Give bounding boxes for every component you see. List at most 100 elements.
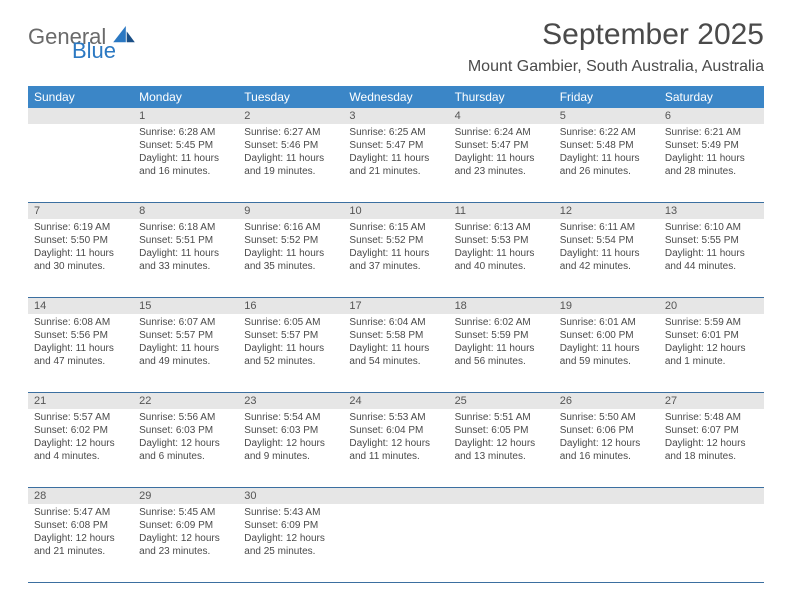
sunset-text: Sunset: 5:47 PM — [349, 139, 442, 152]
sunrise-text: Sunrise: 5:43 AM — [244, 506, 337, 519]
day-number: 1 — [133, 108, 238, 124]
sunrise-text: Sunrise: 6:25 AM — [349, 126, 442, 139]
day-cell: Sunrise: 6:19 AMSunset: 5:50 PMDaylight:… — [28, 219, 133, 297]
daylight2-text: and 47 minutes. — [34, 355, 127, 368]
daylight2-text: and 59 minutes. — [560, 355, 653, 368]
day-number: 24 — [343, 393, 448, 409]
day-number: 5 — [554, 108, 659, 124]
week-row: Sunrise: 6:08 AMSunset: 5:56 PMDaylight:… — [28, 314, 764, 393]
daylight1-text: Daylight: 11 hours — [349, 247, 442, 260]
sunrise-text: Sunrise: 6:15 AM — [349, 221, 442, 234]
day-number: 8 — [133, 203, 238, 219]
daylight2-text: and 28 minutes. — [665, 165, 758, 178]
daylight2-text: and 49 minutes. — [139, 355, 232, 368]
sunrise-text: Sunrise: 5:57 AM — [34, 411, 127, 424]
daylight2-text: and 13 minutes. — [455, 450, 548, 463]
daynum-row: 123456 — [28, 108, 764, 124]
sunset-text: Sunset: 6:01 PM — [665, 329, 758, 342]
sunrise-text: Sunrise: 6:18 AM — [139, 221, 232, 234]
day-cell: Sunrise: 6:11 AMSunset: 5:54 PMDaylight:… — [554, 219, 659, 297]
daylight1-text: Daylight: 12 hours — [244, 437, 337, 450]
day-cell: Sunrise: 6:27 AMSunset: 5:46 PMDaylight:… — [238, 124, 343, 202]
daylight1-text: Daylight: 11 hours — [455, 152, 548, 165]
day-number: 9 — [238, 203, 343, 219]
daylight2-text: and 54 minutes. — [349, 355, 442, 368]
sunrise-text: Sunrise: 6:28 AM — [139, 126, 232, 139]
day-cell — [28, 124, 133, 202]
daylight1-text: Daylight: 11 hours — [455, 247, 548, 260]
daylight1-text: Daylight: 11 hours — [34, 247, 127, 260]
day-number: 10 — [343, 203, 448, 219]
sunset-text: Sunset: 5:49 PM — [665, 139, 758, 152]
day-number: 21 — [28, 393, 133, 409]
sunset-text: Sunset: 6:05 PM — [455, 424, 548, 437]
daylight2-text: and 23 minutes. — [455, 165, 548, 178]
day-cell: Sunrise: 6:10 AMSunset: 5:55 PMDaylight:… — [659, 219, 764, 297]
daylight1-text: Daylight: 12 hours — [560, 437, 653, 450]
day-number: 7 — [28, 203, 133, 219]
sunrise-text: Sunrise: 6:16 AM — [244, 221, 337, 234]
daylight1-text: Daylight: 12 hours — [139, 437, 232, 450]
daynum-row: 14151617181920 — [28, 298, 764, 314]
sunset-text: Sunset: 5:52 PM — [244, 234, 337, 247]
page: General Blue September 2025 Mount Gambie… — [0, 0, 792, 593]
week-row: Sunrise: 6:28 AMSunset: 5:45 PM Daylight:… — [28, 124, 764, 203]
weekday-label: Thursday — [449, 86, 554, 108]
daylight1-text: Daylight: 11 hours — [560, 342, 653, 355]
daylight2-text: and 21 minutes. — [349, 165, 442, 178]
sunset-text: Sunset: 5:57 PM — [139, 329, 232, 342]
weekday-label: Wednesday — [343, 86, 448, 108]
day-number: 13 — [659, 203, 764, 219]
day-cell: Sunrise: 6:04 AMSunset: 5:58 PMDaylight:… — [343, 314, 448, 392]
daylight1-text: Daylight: 11 hours — [665, 247, 758, 260]
sunrise-text: Sunrise: 6:11 AM — [560, 221, 653, 234]
daylight2-text: and 40 minutes. — [455, 260, 548, 273]
weeks-container: 123456 Sunrise: 6:28 AMSunset: 5:45 PM Day… — [28, 108, 764, 583]
daylight1-text: Daylight: 11 hours — [244, 152, 337, 165]
daylight2-text: and 16 minutes. — [560, 450, 653, 463]
day-cell: Sunrise: 5:59 AMSunset: 6:01 PMDaylight:… — [659, 314, 764, 392]
sunrise-text: Sunrise: 5:51 AM — [455, 411, 548, 424]
day-cell: Sunrise: 5:45 AMSunset: 6:09 PMDaylight:… — [133, 504, 238, 582]
day-number — [449, 488, 554, 504]
sunset-text: Sunset: 6:09 PM — [244, 519, 337, 532]
day-cell: Sunrise: 5:56 AMSunset: 6:03 PMDaylight:… — [133, 409, 238, 487]
daylight1-text: Daylight: 11 hours — [560, 247, 653, 260]
sunset-text: Sunset: 5:45 PM — [139, 139, 232, 152]
day-cell: Sunrise: 6:15 AMSunset: 5:52 PMDaylight:… — [343, 219, 448, 297]
sunset-text: Sunset: 5:54 PM — [560, 234, 653, 247]
sunrise-text: Sunrise: 6:22 AM — [560, 126, 653, 139]
sunset-text: Sunset: 6:00 PM — [560, 329, 653, 342]
day-cell: Sunrise: 6:02 AMSunset: 5:59 PMDaylight:… — [449, 314, 554, 392]
day-cell: Sunrise: 5:51 AMSunset: 6:05 PMDaylight:… — [449, 409, 554, 487]
sunset-text: Sunset: 5:47 PM — [455, 139, 548, 152]
calendar: Sunday Monday Tuesday Wednesday Thursday… — [28, 86, 764, 583]
daylight1-text: Daylight: 11 hours — [34, 342, 127, 355]
day-number: 29 — [133, 488, 238, 504]
sunrise-text: Sunrise: 6:10 AM — [665, 221, 758, 234]
sunset-text: Sunset: 5:48 PM — [560, 139, 653, 152]
daylight1-text: Daylight: 11 hours — [349, 342, 442, 355]
sunrise-text: Sunrise: 5:50 AM — [560, 411, 653, 424]
day-cell: Sunrise: 6:28 AMSunset: 5:45 PMDaylight:… — [133, 124, 238, 202]
day-cell: Sunrise: 6:22 AMSunset: 5:48 PMDaylight:… — [554, 124, 659, 202]
day-number: 14 — [28, 298, 133, 314]
logo-text-blue: Blue — [72, 41, 116, 61]
day-number — [343, 488, 448, 504]
day-number: 19 — [554, 298, 659, 314]
daylight2-text: and 4 minutes. — [34, 450, 127, 463]
daylight2-text: and 35 minutes. — [244, 260, 337, 273]
sunset-text: Sunset: 6:02 PM — [34, 424, 127, 437]
day-cell: Sunrise: 5:47 AMSunset: 6:08 PMDaylight:… — [28, 504, 133, 582]
day-number: 25 — [449, 393, 554, 409]
header: General Blue September 2025 Mount Gambie… — [28, 18, 764, 76]
day-cell — [343, 504, 448, 582]
day-cell: Sunrise: 5:43 AMSunset: 6:09 PMDaylight:… — [238, 504, 343, 582]
weekday-label: Friday — [554, 86, 659, 108]
day-number: 16 — [238, 298, 343, 314]
day-cell — [449, 504, 554, 582]
day-number — [554, 488, 659, 504]
day-cell: Sunrise: 6:18 AMSunset: 5:51 PMDaylight:… — [133, 219, 238, 297]
daylight1-text: Daylight: 12 hours — [244, 532, 337, 545]
daylight2-text: and 44 minutes. — [665, 260, 758, 273]
